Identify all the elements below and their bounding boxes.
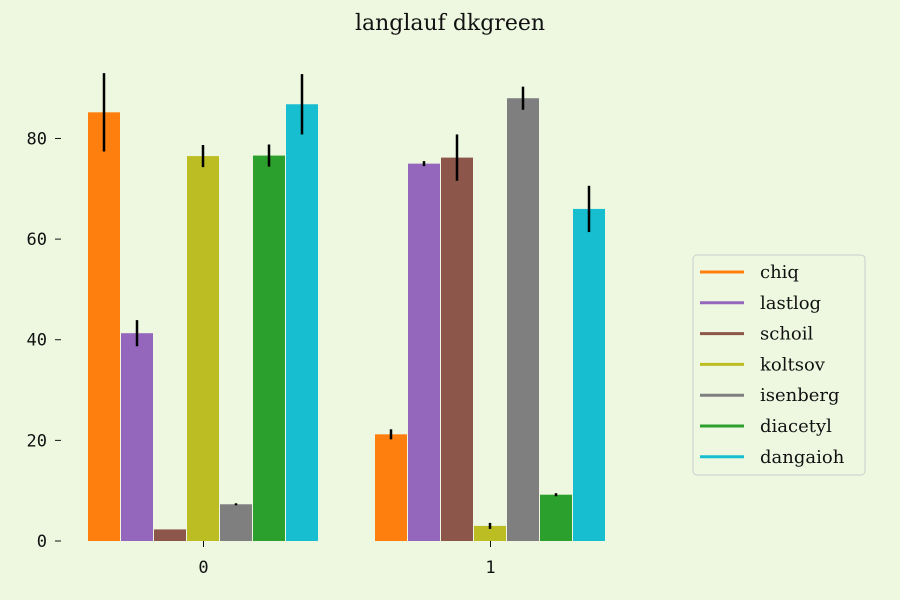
legend-box [692,254,866,476]
y-axis: 0 20 40 60 80 [27,129,61,552]
y-tick-label: 0 [37,532,47,552]
bar-dangaioh-0 [286,104,318,542]
bar-chiq-0 [88,112,120,541]
y-tick-label: 80 [27,129,47,149]
legend-label-isenberg: isenberg [760,385,840,406]
bar-diacetyl-1 [540,494,572,541]
x-tick-label: 0 [198,558,208,578]
legend-label-lastlog: lastlog [760,293,821,314]
y-tick-label: 60 [27,230,47,250]
y-tick-label: 40 [27,331,47,351]
bar-koltsov-0 [187,156,219,541]
bar-isenberg-0 [220,504,252,541]
legend-label-schoil: schoil [760,324,814,345]
legend-label-chiq: chiq [760,262,799,283]
error-bars-layer [102,73,591,529]
bar-schoil-0 [154,529,186,541]
y-tick-label: 20 [27,431,47,451]
bar-dangaioh-1 [573,208,605,542]
legend-label-diacetyl: diacetyl [760,416,832,437]
bars-layer [88,98,605,542]
chart-title: langlauf dkgreen [355,11,545,36]
x-tick-label: 1 [485,558,495,578]
bar-koltsov-1 [474,525,506,541]
bar-chiq-1 [375,434,407,541]
bar-diacetyl-0 [253,155,285,541]
bar-lastlog-0 [121,333,153,541]
bar-lastlog-1 [408,163,440,541]
legend-label-dangaioh: dangaioh [760,447,845,468]
legend-label-koltsov: koltsov [760,354,826,375]
bar-schoil-1 [441,157,473,541]
legend: chiq lastlog schoil koltsov isenberg diacetyl… [692,254,866,476]
bar-isenberg-1 [507,98,539,541]
